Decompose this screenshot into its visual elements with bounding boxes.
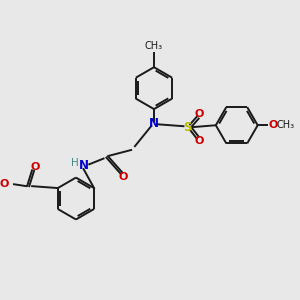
Text: O: O bbox=[268, 120, 278, 130]
Text: H: H bbox=[71, 158, 79, 168]
Text: S: S bbox=[183, 121, 191, 134]
Text: N: N bbox=[79, 159, 88, 172]
Text: O: O bbox=[195, 136, 204, 146]
Text: O: O bbox=[119, 172, 128, 182]
Text: N: N bbox=[149, 117, 159, 130]
Text: CH₃: CH₃ bbox=[277, 120, 295, 130]
Text: O: O bbox=[30, 162, 40, 172]
Text: O: O bbox=[195, 109, 204, 119]
Text: CH₃: CH₃ bbox=[145, 41, 163, 51]
Text: O: O bbox=[0, 179, 9, 189]
